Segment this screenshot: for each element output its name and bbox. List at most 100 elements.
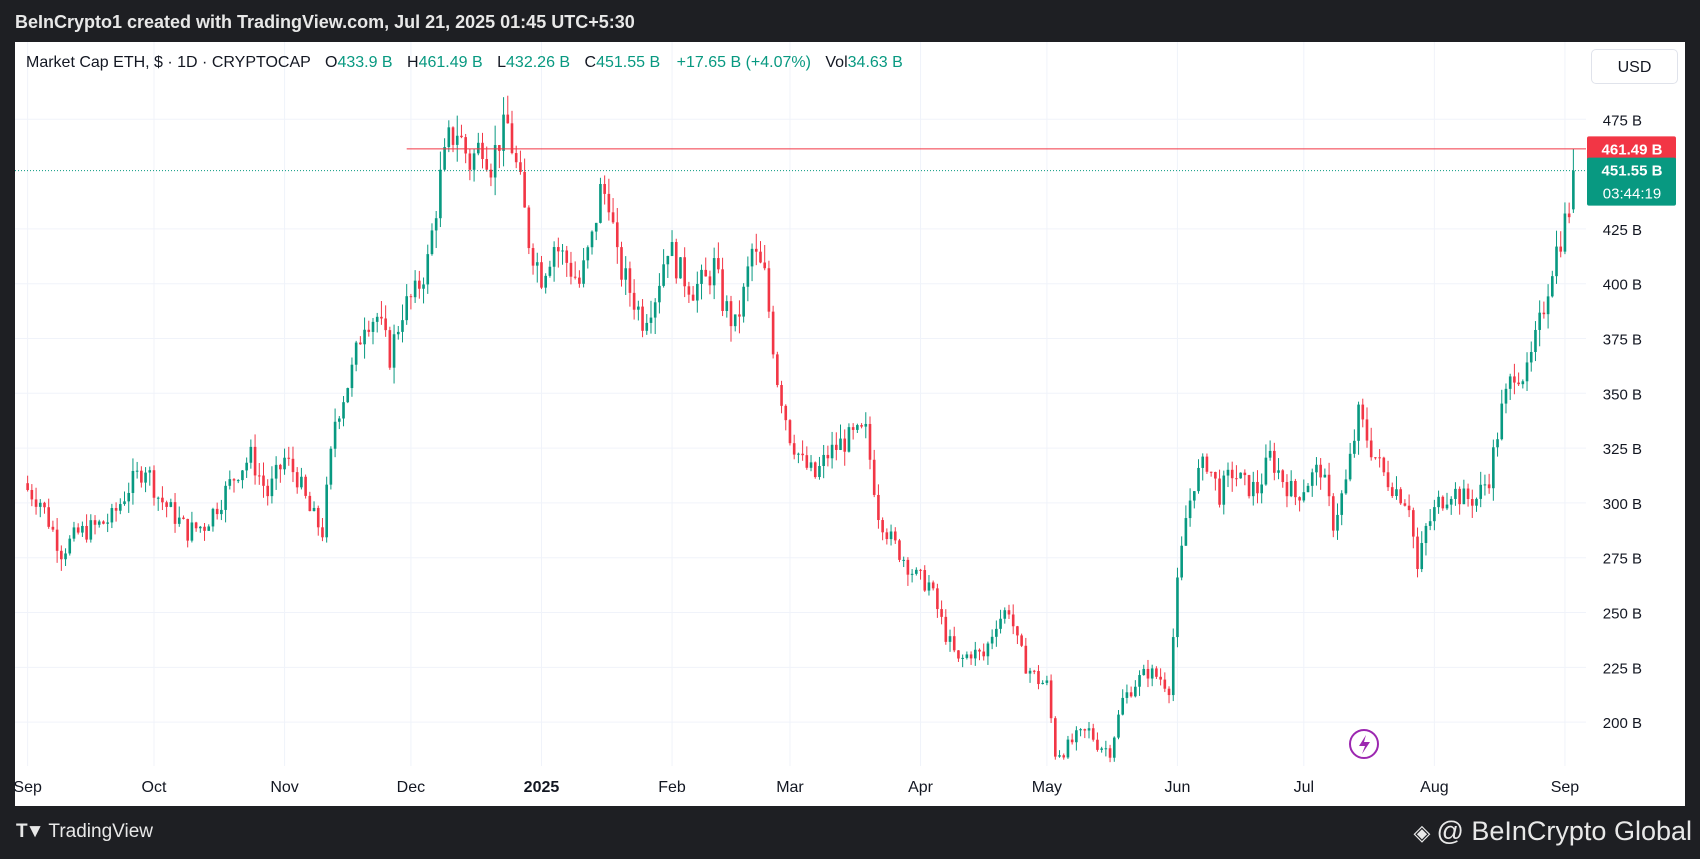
candle-body[interactable] xyxy=(1260,484,1263,494)
candle-body[interactable] xyxy=(784,405,788,421)
candle-body[interactable] xyxy=(1454,488,1457,499)
candle-body[interactable] xyxy=(1534,329,1537,352)
candle-body[interactable] xyxy=(295,472,299,488)
candle-body[interactable] xyxy=(1142,668,1146,676)
candle-body[interactable] xyxy=(957,650,960,659)
candle-body[interactable] xyxy=(603,183,606,194)
candle-body[interactable] xyxy=(85,525,88,540)
candle-body[interactable] xyxy=(1273,450,1276,473)
candle-body[interactable] xyxy=(506,114,510,124)
candle-body[interactable] xyxy=(1445,504,1449,509)
candle-body[interactable] xyxy=(224,485,227,510)
candle-body[interactable] xyxy=(599,183,602,223)
candle-body[interactable] xyxy=(856,425,859,430)
candle-body[interactable] xyxy=(754,248,758,252)
candle-body[interactable] xyxy=(978,649,981,652)
candle-body[interactable] xyxy=(47,507,51,527)
candle-body[interactable] xyxy=(1058,755,1061,757)
candle-body[interactable] xyxy=(131,470,135,493)
candle-body[interactable] xyxy=(236,480,240,482)
candle-body[interactable] xyxy=(127,492,131,502)
candle-body[interactable] xyxy=(700,269,703,284)
candle-body[interactable] xyxy=(590,231,594,248)
candle-body[interactable] xyxy=(1567,213,1571,218)
candle-body[interactable] xyxy=(628,268,632,293)
candle-body[interactable] xyxy=(1171,637,1175,696)
candle-body[interactable] xyxy=(1138,675,1141,687)
candle-body[interactable] xyxy=(97,521,101,525)
candle-body[interactable] xyxy=(283,457,286,470)
candle-body[interactable] xyxy=(1045,680,1049,683)
candle-body[interactable] xyxy=(818,465,821,478)
candle-body[interactable] xyxy=(594,222,598,232)
candle-body[interactable] xyxy=(780,385,783,406)
candle-body[interactable] xyxy=(418,280,421,289)
candle-body[interactable] xyxy=(26,483,29,490)
candle-body[interactable] xyxy=(948,636,952,642)
candle-body[interactable] xyxy=(519,162,522,172)
candle-body[interactable] xyxy=(460,135,463,138)
candle-body[interactable] xyxy=(995,628,998,637)
candle-body[interactable] xyxy=(300,476,303,488)
candle-body[interactable] xyxy=(1070,739,1074,743)
candle-body[interactable] xyxy=(1310,472,1314,486)
candle-body[interactable] xyxy=(165,502,168,507)
candle-body[interactable] xyxy=(569,262,573,277)
candle-body[interactable] xyxy=(266,485,270,497)
candle-body[interactable] xyxy=(1521,381,1525,385)
candle-body[interactable] xyxy=(1487,484,1491,489)
candle-body[interactable] xyxy=(325,484,328,538)
candle-body[interactable] xyxy=(1062,755,1066,758)
candle-body[interactable] xyxy=(55,529,59,551)
candle-body[interactable] xyxy=(607,193,611,213)
candle-body[interactable] xyxy=(961,657,964,659)
candle-body[interactable] xyxy=(1066,739,1070,758)
candle-body[interactable] xyxy=(1361,404,1365,420)
candle-body[interactable] xyxy=(1155,668,1158,677)
candle-body[interactable] xyxy=(443,147,446,170)
candle-body[interactable] xyxy=(359,342,362,345)
candle-body[interactable] xyxy=(1555,246,1558,277)
candle-body[interactable] xyxy=(1327,474,1331,497)
candle-body[interactable] xyxy=(485,159,489,170)
candle-body[interactable] xyxy=(1437,496,1440,508)
candle-body[interactable] xyxy=(152,470,156,498)
candle-body[interactable] xyxy=(1180,545,1183,578)
candle-body[interactable] xyxy=(1104,748,1108,750)
candle-body[interactable] xyxy=(245,462,248,471)
candle-body[interactable] xyxy=(805,455,809,468)
candle-body[interactable] xyxy=(232,479,236,481)
candle-body[interactable] xyxy=(93,520,97,525)
candle-body[interactable] xyxy=(893,531,897,541)
candle-body[interactable] xyxy=(1256,481,1259,494)
candle-body[interactable] xyxy=(965,654,969,658)
candle-body[interactable] xyxy=(384,318,387,331)
candle-body[interactable] xyxy=(1108,748,1112,758)
candle-body[interactable] xyxy=(1525,362,1529,382)
candle-body[interactable] xyxy=(144,472,147,483)
candle-body[interactable] xyxy=(169,502,173,507)
candle-body[interactable] xyxy=(877,494,880,521)
candle-body[interactable] xyxy=(81,525,84,533)
candle-body[interactable] xyxy=(135,470,139,472)
candle-body[interactable] xyxy=(228,479,232,486)
candle-body[interactable] xyxy=(645,322,649,331)
candle-body[interactable] xyxy=(683,257,686,287)
candle-body[interactable] xyxy=(102,521,105,524)
candle-body[interactable] xyxy=(1395,489,1398,497)
chart-panel[interactable] xyxy=(15,42,1685,806)
candle-body[interactable] xyxy=(1075,730,1078,743)
candle-body[interactable] xyxy=(1475,498,1478,506)
candle-body[interactable] xyxy=(767,268,771,312)
candle-body[interactable] xyxy=(430,230,434,255)
candle-body[interactable] xyxy=(1289,480,1293,497)
candle-body[interactable] xyxy=(801,453,804,456)
candle-body[interactable] xyxy=(68,538,72,554)
candle-body[interactable] xyxy=(1222,475,1226,505)
candle-body[interactable] xyxy=(291,458,295,473)
candle-body[interactable] xyxy=(1458,488,1461,505)
candle-body[interactable] xyxy=(1412,510,1415,537)
candle-body[interactable] xyxy=(241,470,244,481)
candle-body[interactable] xyxy=(847,427,851,452)
